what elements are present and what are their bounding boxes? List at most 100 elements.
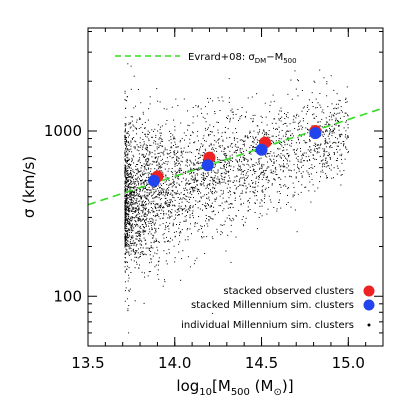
sim-cluster-point	[239, 165, 241, 167]
sim-cluster-point	[133, 191, 135, 193]
sim-cluster-point	[192, 191, 194, 193]
sim-cluster-point	[284, 123, 286, 124]
sim-cluster-point	[139, 235, 141, 237]
sim-cluster-point	[127, 188, 129, 190]
sim-cluster-point	[289, 123, 291, 125]
sim-cluster-point	[327, 106, 329, 108]
sim-cluster-point	[326, 177, 328, 179]
sim-cluster-point	[152, 234, 154, 236]
sim-cluster-point	[287, 93, 289, 95]
sim-cluster-point	[235, 152, 237, 154]
sim-cluster-point	[187, 236, 189, 238]
sim-cluster-point	[181, 210, 183, 212]
sim-cluster-point	[250, 185, 251, 187]
sim-cluster-point	[154, 252, 156, 254]
sim-cluster-point	[309, 135, 311, 137]
sim-cluster-point	[196, 222, 198, 224]
sim-cluster-point	[283, 166, 285, 168]
sim-cluster-point	[140, 197, 142, 199]
sim-cluster-point	[127, 177, 129, 178]
sim-cluster-point	[124, 158, 126, 160]
sim-cluster-point	[149, 212, 151, 214]
sim-cluster-point	[243, 176, 245, 178]
sim-cluster-point	[134, 253, 136, 255]
sim-cluster-point	[155, 206, 156, 208]
sim-cluster-point	[284, 144, 286, 146]
sim-cluster-point	[260, 157, 262, 159]
sim-cluster-point	[125, 147, 127, 149]
sim-cluster-point	[192, 176, 194, 178]
sim-cluster-point	[278, 131, 280, 133]
sim-cluster-point	[130, 88, 132, 90]
sim-cluster-point	[135, 250, 137, 252]
sim-cluster-point	[139, 137, 141, 139]
sim-cluster-point	[181, 137, 183, 139]
sim-cluster-point	[128, 173, 129, 175]
sim-cluster-point	[229, 190, 230, 192]
sim-cluster-point	[282, 171, 284, 173]
sim-cluster-point	[169, 199, 171, 201]
sim-cluster-point	[124, 172, 126, 174]
sim-cluster-point	[142, 229, 144, 231]
sim-cluster-point	[216, 121, 218, 123]
sim-cluster-point	[239, 116, 241, 118]
sim-cluster-point	[273, 170, 274, 172]
sim-cluster-point	[127, 187, 129, 188]
sim-cluster-point	[317, 144, 319, 146]
sim-cluster-point	[124, 300, 126, 302]
sim-cluster-point	[156, 210, 158, 212]
sim-cluster-point	[263, 174, 265, 176]
sim-cluster-point	[319, 155, 321, 157]
sim-cluster-point	[168, 153, 170, 154]
sim-cluster-point	[188, 183, 190, 185]
sim-cluster-point	[163, 191, 164, 193]
y-tick-label: 1000	[44, 122, 82, 140]
sim-cluster-point	[207, 183, 209, 185]
sim-cluster-point	[151, 186, 153, 188]
y-axis-label: σ (km/s)	[20, 156, 38, 218]
sim-cluster-point	[301, 184, 303, 186]
sim-cluster-point	[180, 192, 182, 194]
sim-cluster-point	[252, 120, 254, 122]
sim-cluster-point	[134, 148, 136, 150]
sim-cluster-point	[147, 209, 149, 211]
sim-cluster-point	[155, 143, 157, 145]
sim-cluster-point	[168, 179, 170, 181]
sim-cluster-point	[204, 152, 205, 154]
sim-cluster-point	[184, 172, 186, 174]
sim-cluster-point	[171, 215, 173, 217]
sim-cluster-point	[193, 171, 195, 173]
sim-cluster-point	[139, 235, 141, 237]
sim-cluster-point	[173, 119, 175, 121]
sim-cluster-point	[269, 158, 271, 160]
sim-cluster-point	[319, 163, 321, 164]
sim-cluster-point	[157, 269, 159, 271]
sim-cluster-point	[124, 221, 126, 223]
sim-cluster-point	[142, 144, 144, 146]
sim-cluster-point	[145, 219, 147, 221]
sim-cluster-point	[199, 162, 201, 164]
sim-cluster-point	[139, 175, 141, 177]
sim-cluster-point	[341, 174, 343, 175]
sim-cluster-point	[273, 162, 275, 164]
sim-cluster-point	[248, 164, 250, 166]
sim-cluster-point	[124, 219, 126, 221]
sim-cluster-point	[169, 150, 171, 151]
sim-cluster-point	[142, 219, 144, 220]
sim-cluster-point	[136, 209, 138, 211]
sim-cluster-point	[154, 128, 156, 130]
sim-cluster-point	[224, 127, 226, 128]
sim-cluster-point	[249, 170, 251, 171]
sim-cluster-point	[168, 240, 169, 242]
sim-cluster-point	[146, 177, 148, 178]
sim-cluster-point	[128, 228, 130, 230]
sim-cluster-point	[196, 184, 198, 186]
sim-cluster-point	[178, 251, 180, 253]
sim-cluster-point	[165, 197, 167, 199]
sim-cluster-point	[124, 134, 126, 136]
sim-cluster-point	[326, 141, 328, 143]
sim-cluster-point	[127, 179, 129, 181]
sim-cluster-point	[127, 209, 129, 211]
sim-cluster-point	[345, 97, 347, 99]
